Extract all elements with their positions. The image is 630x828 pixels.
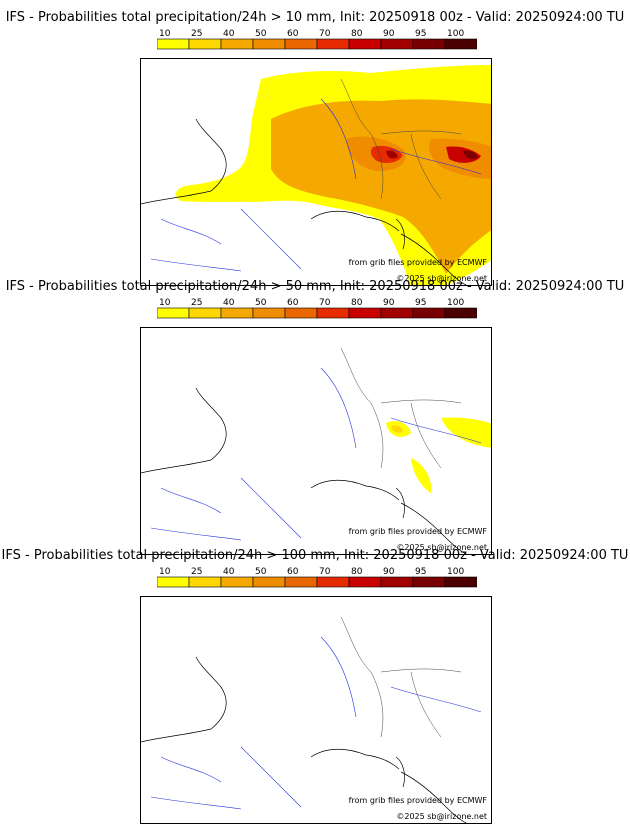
panel-title: IFS - Probabilities total precipitation/… [5,10,625,25]
rivers [150,98,482,272]
legend-color-swatch [188,38,222,50]
legend-color-swatch [444,38,477,50]
coastlines [141,656,467,823]
legend-tick-label: 50 [255,298,267,308]
legend-color-swatch [188,307,222,319]
panel-title: IFS - Probabilities total precipitation/… [1,548,629,563]
legend-tick-label: 90 [383,29,395,39]
legend-color-swatch [157,576,190,588]
legend-tick-label: 10 [159,567,171,577]
map-canvas [141,65,491,285]
map-canvas [141,616,482,823]
rivers [150,367,482,541]
legend-color-swatch [157,307,190,319]
legend-tick-label: 25 [191,298,202,308]
legend-color-swatch [444,307,477,319]
legend-tick-label: 70 [319,567,331,577]
legend-color-swatch [220,307,254,319]
precip-probability-field [386,417,491,493]
panel-title: IFS - Probabilities total precipitation/… [5,279,625,294]
legend-color-swatch [220,576,254,588]
colorbar-legend: 10 25 40 50 60 70 80 90 95 100 [157,29,477,50]
legend-color-swatch [316,38,350,50]
rivers [150,636,482,810]
precipitation-map-10mm: from grib files provided by ECMWF ©2025 … [140,58,492,286]
copyright-credit: ©2025 sb@irizone.net [396,812,487,821]
legend-tick-label: 95 [415,567,426,577]
legend-color-swatch [412,576,446,588]
legend-tick-label: 70 [319,29,331,39]
legend-tick-label: 100 [447,29,464,39]
legend-color-swatch [252,38,286,50]
legend-color-swatch [284,307,318,319]
legend-tick-label: 80 [351,567,363,577]
legend-color-swatch [284,576,318,588]
legend-tick-label: 90 [383,298,395,308]
data-source-credit: from grib files provided by ECMWF [348,527,487,536]
legend-tick-label: 70 [319,298,331,308]
legend-color-swatch [157,38,190,50]
legend-tick-label: 60 [287,298,299,308]
legend-tick-label: 60 [287,29,299,39]
legend-color-swatch [380,576,414,588]
legend-tick-label: 100 [447,567,464,577]
precipitation-map-50mm: from grib files provided by ECMWF ©2025 … [140,327,492,555]
colorbar-legend: 10 25 40 50 60 70 80 90 95 100 [157,298,477,319]
map-canvas [141,347,491,554]
legend-tick-label: 40 [223,298,235,308]
legend-tick-label: 25 [191,29,202,39]
legend-color-swatch [348,307,382,319]
borders [340,347,462,469]
legend-color-swatch [412,38,446,50]
copyright-credit: ©2025 sb@irizone.net [396,543,487,552]
legend-color-swatch [316,576,350,588]
legend-color-swatch [412,307,446,319]
legend-tick-label: 25 [191,567,202,577]
forecast-panel-10mm: IFS - Probabilities total precipitation/… [0,10,630,286]
precipitation-map-100mm: from grib files provided by ECMWF ©2025 … [140,596,492,824]
legend-tick-label: 95 [415,298,426,308]
legend-color-swatch [348,38,382,50]
legend-tick-label: 100 [447,298,464,308]
legend-tick-label: 10 [159,29,171,39]
colorbar-legend: 10 25 40 50 60 70 80 90 95 100 [157,567,477,588]
legend-tick-label: 50 [255,29,267,39]
legend-color-swatch [380,307,414,319]
data-source-credit: from grib files provided by ECMWF [348,258,487,267]
legend-color-swatch [252,307,286,319]
borders [340,78,462,200]
legend-tick-label: 40 [223,29,235,39]
legend-color-swatch [252,576,286,588]
legend-color-swatch [188,576,222,588]
copyright-credit: ©2025 sb@irizone.net [396,274,487,283]
borders [340,616,462,738]
precip-probability-field [175,65,491,285]
legend-tick-label: 50 [255,567,267,577]
forecast-panel-50mm: IFS - Probabilities total precipitation/… [0,279,630,555]
legend-color-swatch [316,307,350,319]
legend-tick-label: 80 [351,29,363,39]
legend-color-swatch [380,38,414,50]
forecast-panel-100mm: IFS - Probabilities total precipitation/… [0,548,630,824]
legend-color-swatch [348,576,382,588]
coastlines [141,118,467,285]
legend-tick-label: 60 [287,567,299,577]
legend-tick-label: 10 [159,298,171,308]
legend-color-swatch [444,576,477,588]
data-source-credit: from grib files provided by ECMWF [348,796,487,805]
legend-tick-label: 90 [383,567,395,577]
legend-color-swatch [220,38,254,50]
coastlines [141,387,467,554]
legend-color-swatch [284,38,318,50]
legend-tick-label: 80 [351,298,363,308]
legend-tick-label: 40 [223,567,235,577]
legend-tick-label: 95 [415,29,426,39]
